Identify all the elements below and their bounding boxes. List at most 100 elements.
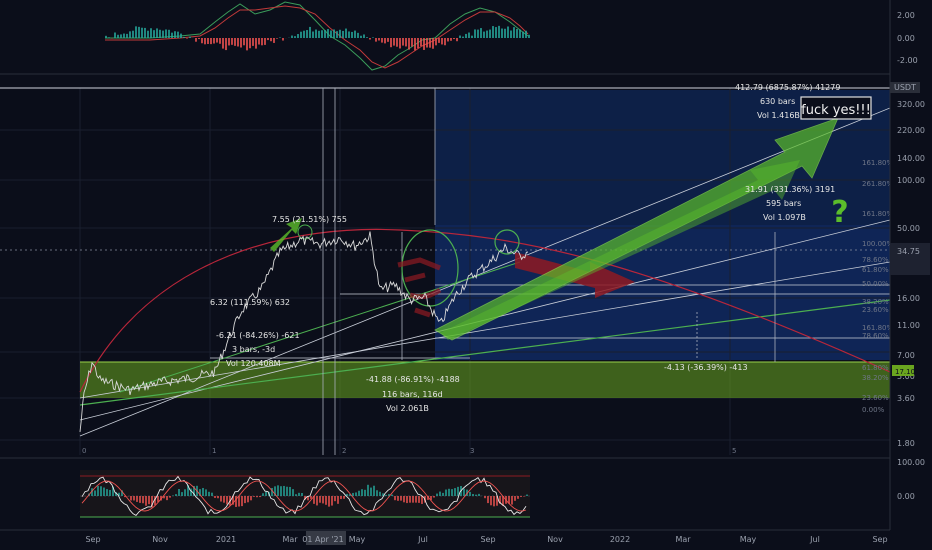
red-arc xyxy=(79,228,891,393)
bottom-osc-bar xyxy=(241,496,243,507)
bottom-osc-bar xyxy=(475,494,477,496)
price-tick: 7.00 xyxy=(897,351,915,360)
bottom-osc-bar xyxy=(307,496,309,501)
bar-index-label: 1 xyxy=(212,447,216,455)
top-osc-bar xyxy=(399,38,401,49)
bottom-osc-bar xyxy=(451,489,453,496)
top-osc-bar xyxy=(480,28,482,38)
top-osc-bar xyxy=(300,31,302,38)
bottom-osc-bar xyxy=(232,496,234,505)
bottom-osc-bar xyxy=(361,489,363,496)
top-osc-bar xyxy=(489,29,491,38)
bottom-osc-bar xyxy=(139,496,141,503)
top-osc-bar xyxy=(432,38,434,49)
top-osc-bar xyxy=(237,38,239,47)
top-osc-bar xyxy=(120,34,122,38)
top-osc-bar xyxy=(165,29,167,38)
top-osc-bar xyxy=(426,38,428,48)
bottom-osc-bar xyxy=(415,496,417,503)
bottom-osc-bar xyxy=(244,496,246,504)
top-osc-bar xyxy=(513,27,515,38)
top-osc-bar xyxy=(183,36,185,38)
top-osc-bar xyxy=(147,30,149,38)
top-osc-bar xyxy=(477,29,479,38)
top-osc-bar xyxy=(153,30,155,38)
bottom-osc-bar xyxy=(448,488,450,496)
top-osc-bar xyxy=(150,28,152,38)
top-osc-bar xyxy=(291,35,293,38)
bottom-osc-bar xyxy=(457,486,459,496)
top-osc-bar xyxy=(315,29,317,38)
price-axis: 2.00 0.00 -2.00 320.00 220.00 140.00 100.00 50… xyxy=(889,0,932,530)
top-osc-bar xyxy=(372,37,374,38)
top-osc-bar xyxy=(369,38,371,40)
top-osc-bar xyxy=(342,30,344,38)
main-price-pane: 7.55 (21.51%) 755 6.32 (111.59%) 632 -6.… xyxy=(0,83,893,455)
top-osc-bar xyxy=(384,38,386,44)
highlight-circle-top xyxy=(297,224,313,240)
measure-crash-range: -41.88 (-86.91%) -4188 xyxy=(366,375,460,384)
top-osc-bar xyxy=(387,38,389,42)
bar-index-label: 3 xyxy=(470,447,474,455)
bottom-osc-line-white xyxy=(81,475,527,516)
top-osc-bar xyxy=(381,38,383,43)
fib-level-label: 100.00% xyxy=(862,240,893,248)
vertical-markers xyxy=(322,88,776,455)
top-osc-bar xyxy=(306,30,308,38)
top-osc-bar xyxy=(456,38,458,42)
bottom-osc-bar xyxy=(181,492,183,496)
bottom-osc-bar xyxy=(133,496,135,501)
top-osc-bar xyxy=(441,38,443,45)
bottom-osc-bar xyxy=(310,496,312,499)
top-osc-bar xyxy=(528,34,530,38)
bottom-osc-bar xyxy=(256,496,258,498)
bottom-osc-bar xyxy=(142,496,144,504)
time-tick: Sep xyxy=(872,535,887,544)
top-osc-bar xyxy=(186,38,188,39)
green-arrow-small xyxy=(270,218,302,252)
bottom-osc-bar xyxy=(163,496,165,499)
bottom-osc-bar xyxy=(199,489,201,496)
bottom-osc-bar xyxy=(517,496,519,499)
top-osc-bar xyxy=(204,38,206,45)
callout-box: fuck yes!!! xyxy=(800,96,872,120)
measure-target-bars: 630 bars xyxy=(760,97,795,106)
top-osc-bar xyxy=(363,34,365,38)
fib-level-label: 61.80% xyxy=(862,266,889,274)
top-osc-bar xyxy=(132,30,134,38)
top-osc-bar xyxy=(429,38,431,48)
bottom-osc-bar xyxy=(334,496,336,502)
bottom-osc-bar xyxy=(130,496,132,501)
bottom-osc-bar xyxy=(346,493,348,496)
top-osc-bar xyxy=(504,28,506,38)
top-osc-bar xyxy=(162,30,164,38)
top-osc-tick: 0.00 xyxy=(897,34,915,43)
price-tick: 220.00 xyxy=(897,126,925,135)
top-osc-tick: -2.00 xyxy=(897,56,918,65)
top-osc-bar xyxy=(327,29,329,38)
top-osc-bar xyxy=(354,30,356,38)
bottom-osc-bar xyxy=(100,486,102,496)
bottom-osc-bar xyxy=(418,496,420,503)
bottom-osc-bar xyxy=(106,489,108,496)
bottom-osc-bar xyxy=(202,487,204,496)
top-osc-bar xyxy=(174,31,176,38)
price-tick: 1.80 xyxy=(897,439,915,448)
callout-text: fuck yes!!! xyxy=(801,103,871,118)
bottom-osc-bar xyxy=(343,496,345,499)
bottom-osc-bar xyxy=(427,496,429,500)
bottom-osc-tick: 0.00 xyxy=(897,492,915,501)
bottom-osc-bar xyxy=(220,496,222,502)
top-osc-bar xyxy=(408,38,410,50)
time-cursor-box xyxy=(306,531,346,545)
bottom-osc-bar xyxy=(118,492,120,496)
bottom-osc-bar xyxy=(286,486,288,496)
bottom-osc-bar xyxy=(355,492,357,496)
fib-level-label: 38.20% xyxy=(862,374,889,382)
bottom-osc-line-red xyxy=(81,480,527,512)
bottom-osc-bar xyxy=(136,496,138,502)
top-osc-bar xyxy=(405,38,407,47)
time-tick: Sep xyxy=(85,535,100,544)
top-osc-bar xyxy=(348,31,350,38)
